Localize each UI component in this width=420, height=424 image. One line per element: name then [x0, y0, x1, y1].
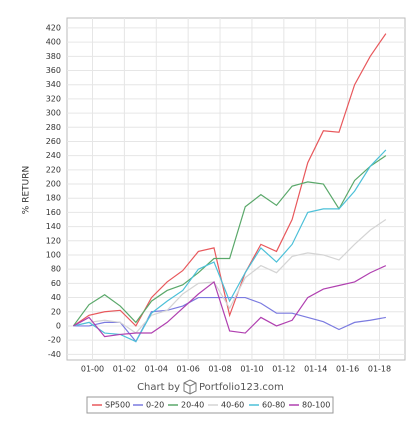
credit-site: Portfolio123.com	[199, 382, 284, 393]
y-tick-label: 220	[46, 165, 61, 174]
y-tick-label: 120	[46, 236, 61, 245]
y-tick-label: -20	[48, 336, 61, 345]
x-tick-label: 01-10	[240, 365, 263, 374]
y-tick-label: 280	[46, 123, 61, 132]
x-tick-label: 01-08	[208, 365, 231, 374]
y-tick-label: 420	[46, 23, 61, 32]
series-line	[73, 296, 386, 343]
series-line	[72, 155, 387, 327]
y-tick-label: 400	[46, 38, 61, 47]
y-tick-label: 80	[51, 265, 61, 274]
y-tick-label: 140	[46, 222, 61, 231]
y-tick-label: 240	[46, 151, 61, 160]
y-axis-label: % RETURN	[22, 166, 32, 214]
y-tick-label: 260	[46, 137, 61, 146]
x-tick-label: 01-16	[336, 365, 359, 374]
x-tick-label: 01-06	[177, 365, 200, 374]
legend-label: 80-100	[302, 401, 330, 410]
credit: Chart by	[137, 382, 180, 393]
y-tick-label: 180	[46, 194, 61, 203]
x-tick-label: 01-04	[145, 365, 168, 374]
x-tick-label: 01-02	[113, 365, 136, 374]
series-line	[73, 219, 387, 334]
legend-label: 60-80	[262, 401, 285, 410]
legend-label: SP500	[105, 401, 130, 410]
legend-label: 20-40	[181, 401, 204, 410]
y-tick-label: 300	[46, 109, 61, 118]
legend-label: 0-20	[146, 401, 164, 410]
x-tick-label: 01-12	[272, 365, 295, 374]
y-tick-label: 340	[46, 80, 61, 89]
series-line	[73, 33, 387, 327]
y-tick-label: 0	[56, 321, 61, 330]
y-tick-label: 100	[46, 250, 61, 259]
series-line	[73, 149, 387, 343]
y-tick-label: 360	[46, 66, 61, 75]
y-tick-label: 20	[51, 307, 61, 316]
x-tick-label: 01-00	[81, 365, 104, 374]
y-tick-label: 60	[51, 279, 61, 288]
y-tick-label: 200	[46, 180, 61, 189]
series-line	[73, 265, 387, 338]
y-tick-label: 320	[46, 94, 61, 103]
credit-icon	[183, 379, 197, 395]
legend-label: 40-60	[221, 401, 244, 410]
y-tick-label: -40	[48, 350, 61, 359]
y-tick-label: 160	[46, 208, 61, 217]
x-tick-label: 01-18	[368, 365, 391, 374]
y-tick-label: 380	[46, 52, 61, 61]
y-tick-label: 40	[51, 293, 61, 302]
x-tick-label: 01-14	[304, 365, 327, 374]
plot-frame	[66, 17, 406, 361]
